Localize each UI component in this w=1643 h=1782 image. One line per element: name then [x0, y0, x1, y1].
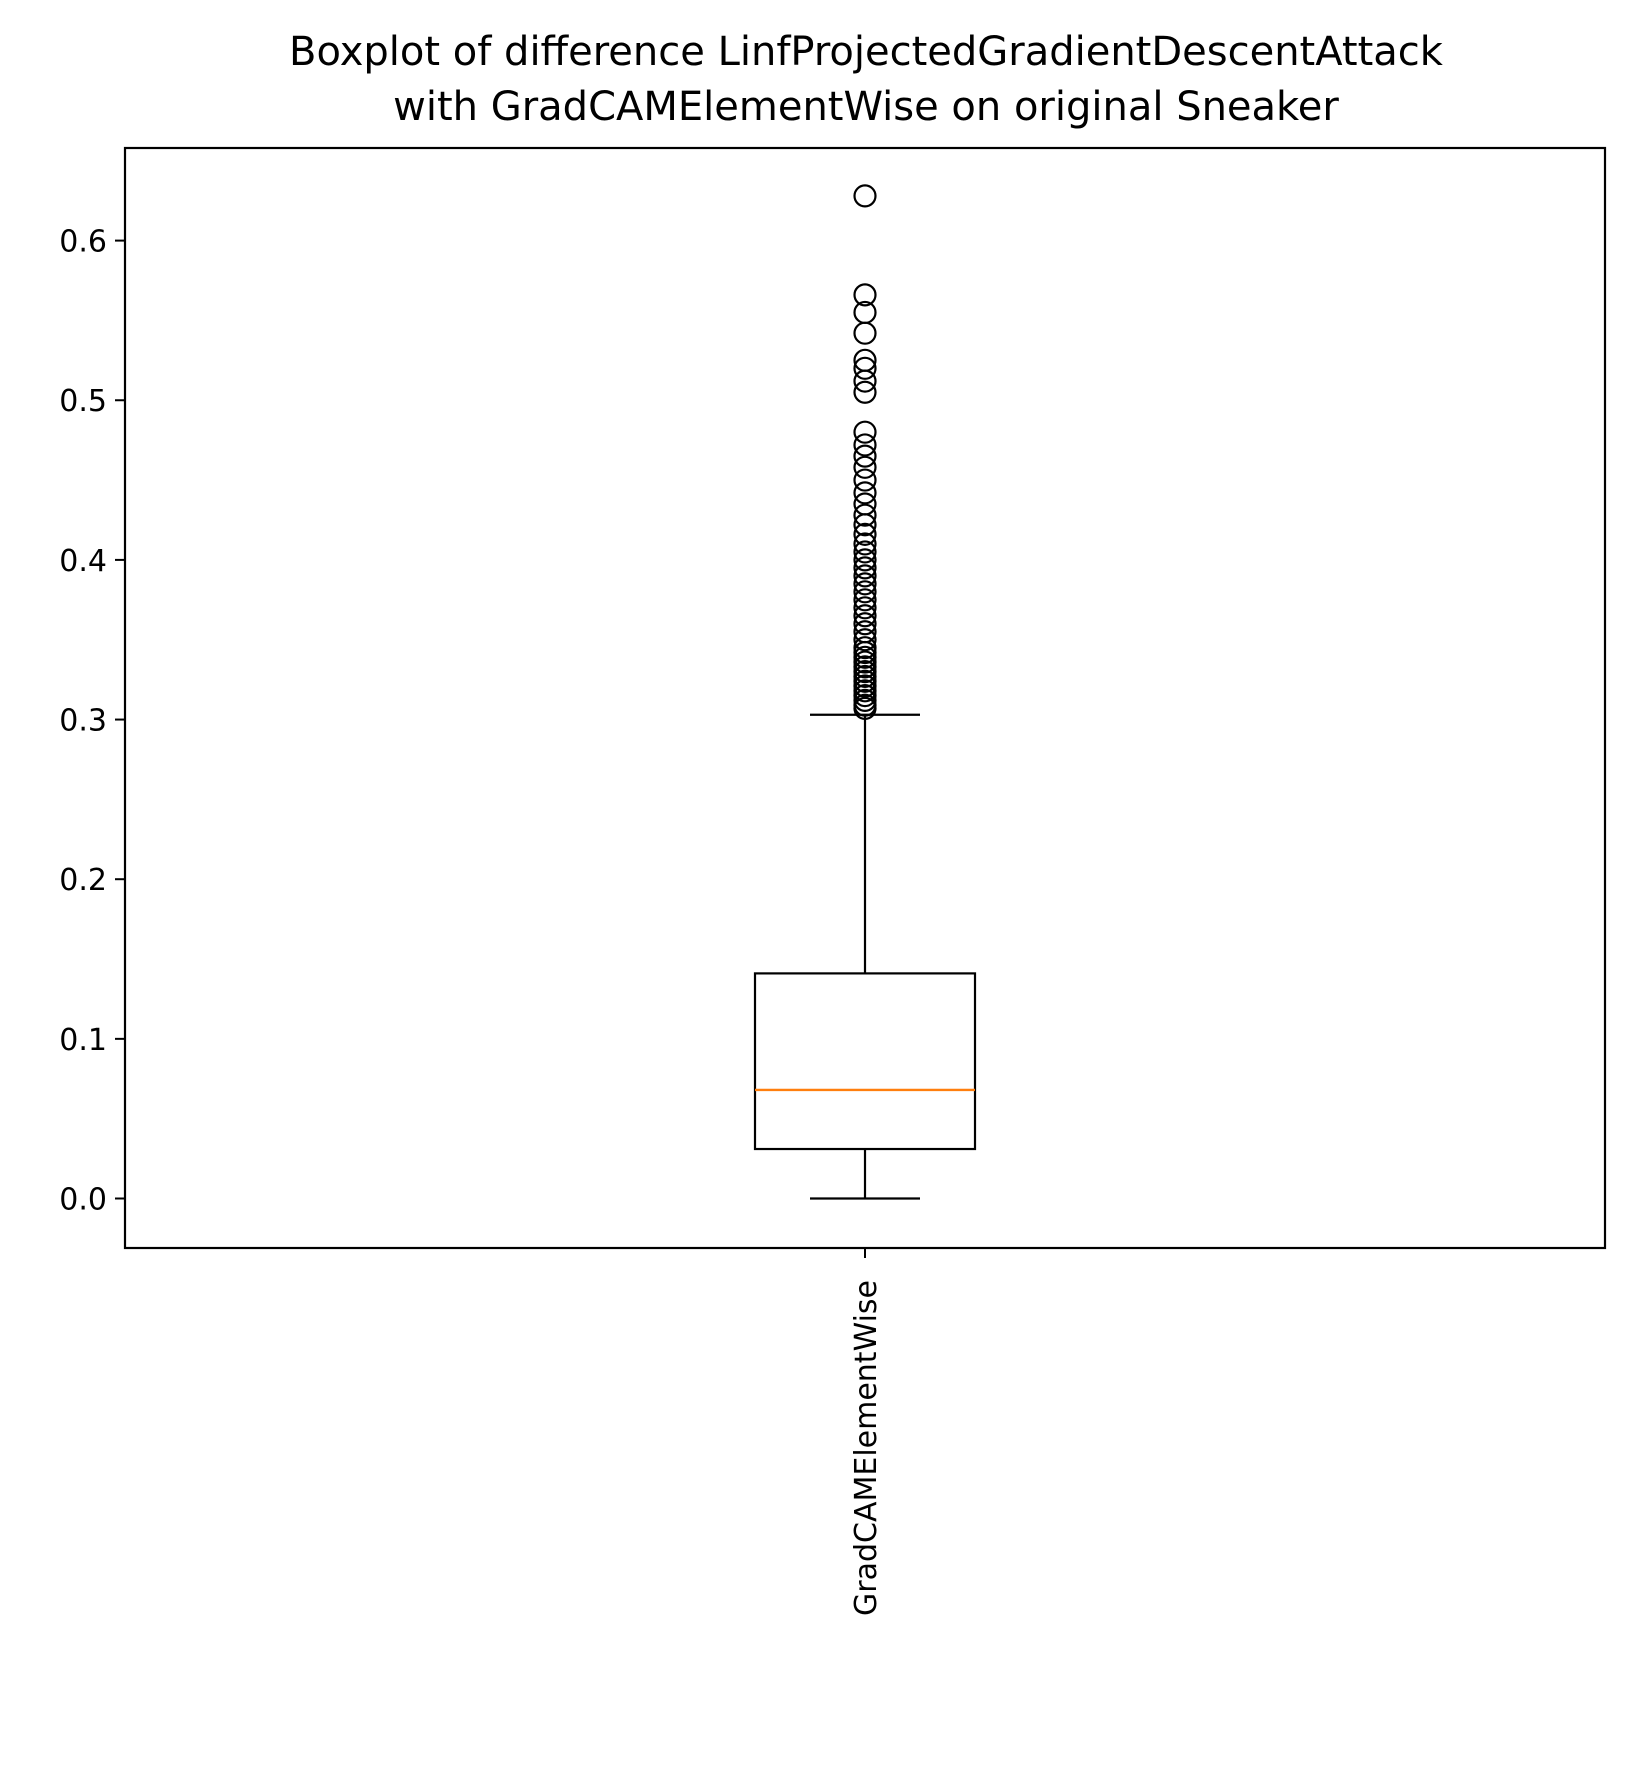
y-tick-label: 0.0 — [59, 1183, 107, 1218]
chart-title-line-1: Boxplot of difference LinfProjectedGradi… — [289, 29, 1444, 75]
outlier-point — [853, 503, 877, 527]
outlier-point — [853, 532, 877, 556]
outlier-point — [853, 420, 877, 444]
outlier-point — [853, 612, 877, 636]
outlier-point — [853, 184, 877, 208]
outlier-point — [853, 604, 877, 628]
outlier-point — [853, 572, 877, 596]
outlier-point — [853, 283, 877, 307]
outlier-point — [853, 433, 877, 457]
chart-title-line-2: with GradCAMElementWise on original Snea… — [393, 84, 1339, 130]
y-tick-label: 0.4 — [59, 544, 107, 579]
outlier-point — [853, 588, 877, 612]
y-tick-label: 0.1 — [59, 1023, 107, 1058]
outlier-point — [853, 321, 877, 345]
outlier-point — [853, 348, 877, 372]
outlier-point — [853, 380, 877, 404]
outlier-point — [853, 468, 877, 492]
outlier-point — [853, 596, 877, 620]
outlier-point — [853, 522, 877, 546]
outlier-point — [853, 300, 877, 325]
y-tick-label: 0.5 — [59, 384, 107, 419]
outlier-point — [853, 548, 877, 572]
outlier-point — [853, 492, 877, 516]
outlier-point — [853, 481, 877, 505]
x-axis: GradCAMElementWise — [849, 1248, 884, 1616]
y-tick-label: 0.2 — [59, 863, 107, 898]
outlier-point — [853, 455, 877, 479]
outlier-point — [853, 620, 877, 644]
outlier-point — [853, 540, 877, 564]
iqr-box — [753, 972, 977, 1151]
boxes-layer — [753, 184, 977, 1200]
y-axis: 0.0 0.1 0.2 0.3 0.4 0.5 0.6 — [59, 225, 125, 1218]
outlier-point — [853, 628, 877, 652]
outlier-point — [853, 444, 877, 468]
outlier-point — [853, 580, 877, 604]
x-tick-label: GradCAMElementWise — [849, 1280, 884, 1616]
outlier-point — [853, 556, 877, 580]
outlier-point — [853, 356, 877, 380]
outlier-point — [853, 564, 877, 588]
y-tick-label: 0.3 — [59, 704, 107, 739]
outlier-point — [853, 636, 877, 660]
y-tick-label: 0.6 — [59, 225, 107, 260]
